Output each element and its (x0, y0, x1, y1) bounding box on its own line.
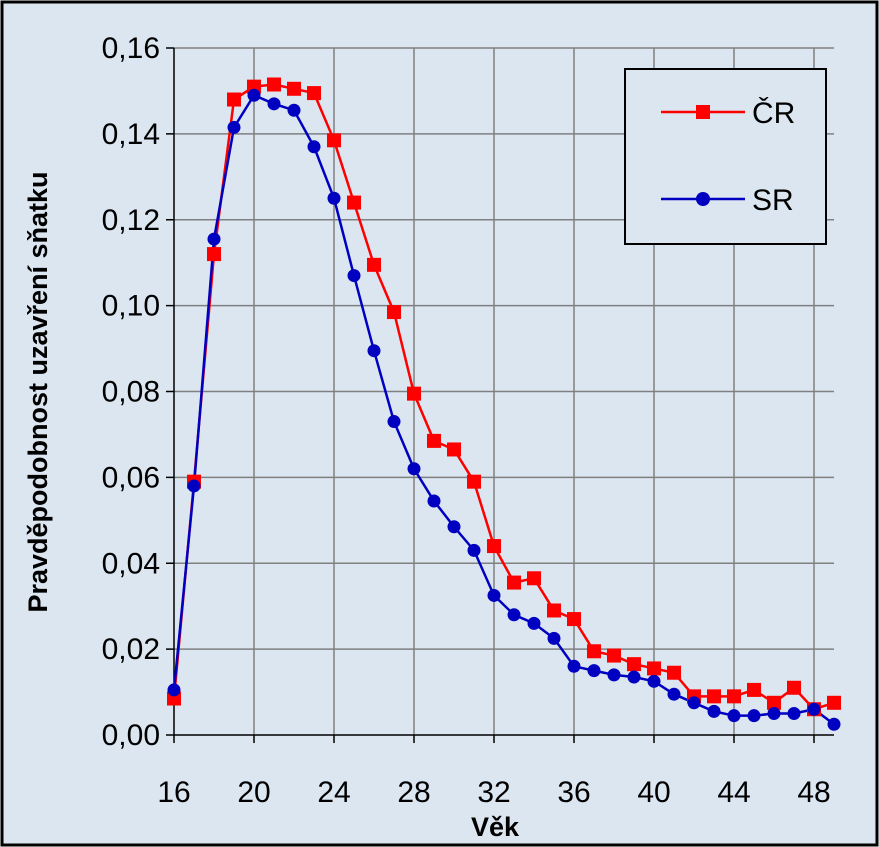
data-point-sr (467, 543, 481, 557)
data-point-sr (667, 687, 681, 701)
data-point-cr (307, 86, 321, 101)
legend-marker-sr (696, 192, 710, 206)
data-point-cr (827, 695, 841, 710)
axes (166, 47, 834, 743)
data-point-cr (567, 612, 581, 627)
y-tick-label: 0,08 (102, 376, 160, 409)
legend-box (624, 68, 827, 245)
data-point-cr (527, 571, 541, 586)
data-point-cr (667, 665, 681, 680)
x-tick-label: 32 (477, 776, 510, 809)
data-point-cr (327, 133, 341, 148)
data-point-sr (267, 97, 281, 111)
data-point-sr (227, 120, 241, 134)
data-point-sr (747, 709, 761, 723)
data-point-sr (707, 704, 721, 718)
x-tick-label: 24 (317, 776, 350, 809)
y-tick-label: 0,10 (102, 290, 160, 323)
data-point-sr (607, 668, 621, 682)
data-point-cr (507, 575, 521, 590)
y-tick-label: 0,06 (102, 461, 160, 494)
y-axis-title: Pravděpodobnost uzavření sňatku (23, 171, 53, 612)
data-point-cr (267, 77, 281, 92)
series-layer (167, 77, 841, 731)
data-point-cr (767, 695, 781, 710)
x-tick-label: 40 (637, 776, 670, 809)
data-point-cr (347, 195, 361, 210)
legend: ČR SR (624, 68, 827, 245)
data-point-sr (187, 479, 201, 493)
data-point-cr (747, 682, 761, 697)
data-point-sr (407, 462, 421, 476)
data-point-sr (287, 103, 301, 117)
data-point-sr (347, 269, 361, 283)
data-point-cr (547, 603, 561, 618)
data-point-cr (427, 433, 441, 448)
legend-label-cr: ČR (752, 96, 795, 130)
data-point-sr (507, 608, 521, 622)
data-point-cr (467, 474, 481, 489)
data-point-cr (407, 386, 421, 401)
y-tick-label: 0,00 (102, 719, 160, 752)
data-point-sr (367, 344, 381, 358)
y-tick-label: 0,02 (102, 633, 160, 666)
data-point-cr (487, 539, 501, 554)
data-point-sr (727, 709, 741, 723)
legend-label-sr: SR (752, 184, 794, 217)
data-point-sr (487, 588, 501, 602)
data-point-cr (647, 661, 661, 676)
y-tick-label: 0,14 (102, 118, 160, 151)
data-point-sr (647, 674, 661, 688)
x-tick-label: 16 (157, 776, 190, 809)
data-point-cr (367, 257, 381, 272)
x-axis-title: Věk (471, 812, 520, 842)
data-point-sr (767, 707, 781, 721)
series-line-sr (172, 93, 835, 726)
data-point-sr (567, 659, 581, 673)
data-point-sr (247, 88, 261, 102)
data-point-sr (427, 494, 441, 508)
data-point-sr (807, 702, 821, 716)
data-point-cr (627, 657, 641, 672)
y-tick-label: 0,04 (102, 547, 160, 580)
series-line-cr (172, 83, 835, 711)
data-point-cr (207, 247, 221, 262)
data-point-sr (167, 683, 181, 697)
data-point-sr (547, 631, 561, 645)
x-tick-label: 28 (397, 776, 430, 809)
x-tick-label: 44 (717, 776, 750, 809)
data-point-sr (587, 664, 601, 678)
x-tick-label: 20 (237, 776, 270, 809)
x-tick-label: 36 (557, 776, 590, 809)
data-point-cr (387, 305, 401, 320)
data-point-sr (447, 520, 461, 534)
data-point-sr (527, 616, 541, 630)
data-point-sr (387, 415, 401, 429)
data-point-sr (627, 670, 641, 684)
data-point-sr (307, 140, 321, 154)
data-point-cr (447, 442, 461, 457)
data-point-cr (727, 689, 741, 704)
data-point-cr (707, 689, 721, 704)
y-tick-label: 0,12 (102, 204, 160, 237)
x-tick-label: 48 (797, 776, 830, 809)
data-point-cr (227, 92, 241, 107)
data-point-sr (787, 707, 801, 721)
data-point-cr (607, 648, 621, 663)
data-point-cr (587, 644, 601, 659)
legend-marker-cr (696, 105, 710, 119)
y-tick-label: 0,16 (102, 32, 160, 65)
data-point-sr (827, 717, 841, 731)
data-point-cr (787, 680, 801, 695)
data-point-sr (687, 696, 701, 710)
data-point-sr (327, 191, 341, 205)
tick-labels: 0,00 0,02 0,04 0,06 0,08 0,10 0,12 0,14 0,16 16 20… (102, 32, 831, 809)
data-point-sr (207, 232, 221, 246)
data-point-cr (287, 81, 301, 96)
